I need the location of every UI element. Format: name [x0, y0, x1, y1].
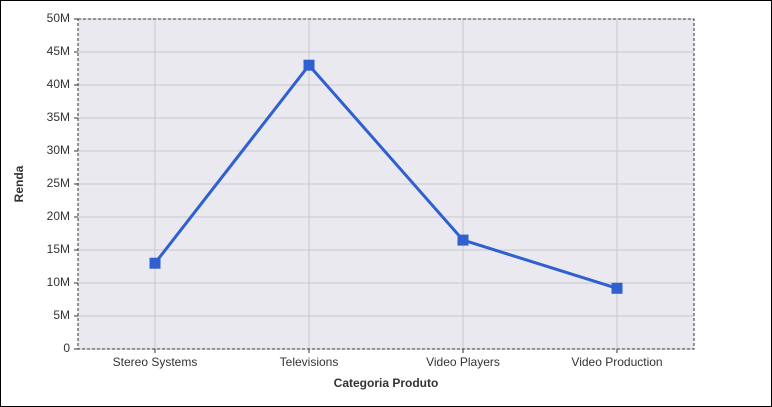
- y-axis-title: Renda: [12, 165, 26, 202]
- y-tick-label: 10M: [47, 275, 70, 289]
- y-tick-label: 15M: [47, 242, 70, 256]
- y-tick-label: 45M: [47, 44, 70, 58]
- marker: [611, 282, 623, 294]
- y-tick-label: 35M: [47, 110, 70, 124]
- marker: [457, 234, 469, 246]
- y-tick-label: 20M: [47, 209, 70, 223]
- x-tick-label: Video Production: [571, 355, 662, 369]
- y-tick-label: 40M: [47, 77, 70, 91]
- x-tick-label: Stereo Systems: [113, 355, 198, 369]
- y-tick-label: 25M: [47, 176, 70, 190]
- line: [153, 62, 618, 290]
- y-tick-label: 30M: [47, 143, 70, 157]
- y-tick-label: 0: [63, 341, 70, 355]
- y-tick-label: 50M: [47, 11, 70, 25]
- x-tick-label: Video Players: [426, 355, 500, 369]
- marker: [149, 257, 161, 269]
- marker: [303, 59, 315, 71]
- x-axis-title: Categoria Produto: [334, 376, 439, 390]
- y-tick-label: 5M: [53, 308, 70, 322]
- x-tick-label: Televisions: [280, 355, 339, 369]
